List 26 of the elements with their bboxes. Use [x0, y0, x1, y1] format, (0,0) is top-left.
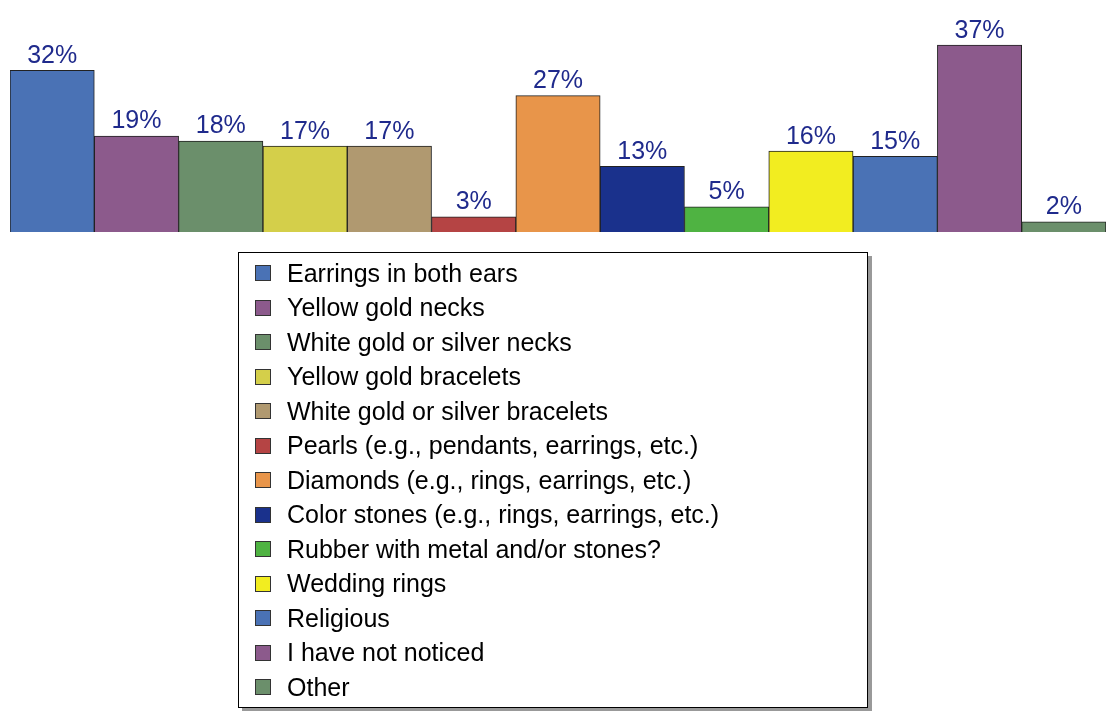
data-label: 13%	[617, 135, 668, 164]
legend-label: Yellow gold necks	[287, 293, 485, 323]
legend-label: I have not noticed	[287, 638, 485, 668]
legend-label: Wedding rings	[287, 569, 447, 599]
data-label: 37%	[954, 14, 1005, 43]
data-label: 17%	[280, 115, 331, 144]
legend-label: Other	[287, 672, 350, 702]
data-label: 15%	[870, 125, 921, 154]
legend-label: White gold or silver necks	[287, 327, 572, 357]
data-label: 16%	[785, 120, 836, 149]
data-label: 5%	[708, 176, 745, 205]
legend-label: Color stones (e.g., rings, earrings, etc.)	[287, 500, 720, 530]
data-label: 19%	[111, 105, 162, 134]
data-label: 3%	[455, 186, 492, 215]
legend-label: Earrings in both ears	[287, 258, 518, 288]
data-label: 17%	[364, 115, 415, 144]
legend-label: Rubber with metal and/or stones?	[287, 534, 661, 564]
data-label: 18%	[195, 110, 246, 139]
legend-label: Diamonds (e.g., rings, earrings, etc.)	[287, 465, 692, 495]
legend-label: White gold or silver bracelets	[287, 396, 608, 426]
legend-label: Yellow gold bracelets	[287, 362, 521, 392]
legend-label: Religious	[287, 603, 390, 633]
data-label: 27%	[532, 65, 584, 94]
data-label: 2%	[1045, 191, 1082, 220]
legend-label: Pearls (e.g., pendants, earrings, etc.)	[287, 431, 699, 461]
data-label: 32%	[27, 39, 78, 68]
